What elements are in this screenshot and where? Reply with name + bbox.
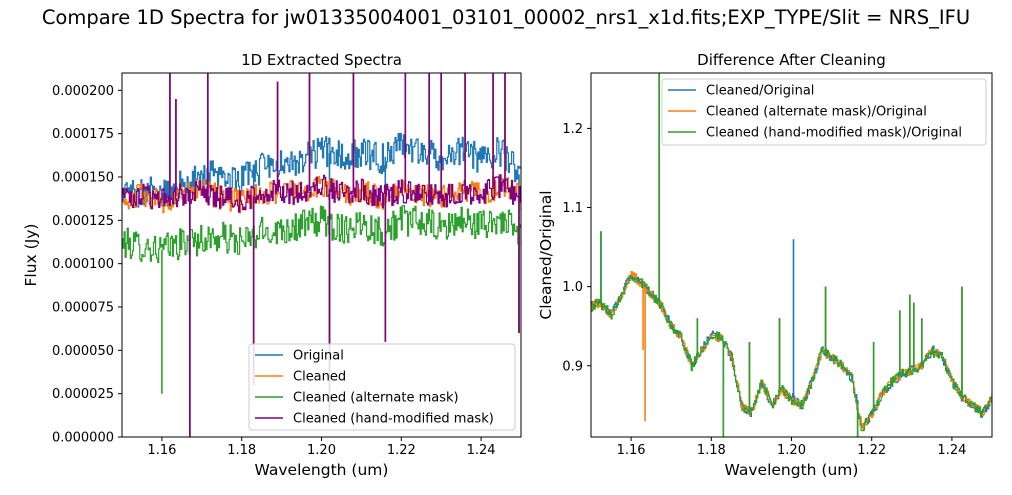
- x-tick-label: 1.16: [617, 443, 646, 458]
- x-tick-label: 1.22: [857, 443, 886, 458]
- legend-label: Cleaned (alternate mask)/Original: [706, 105, 927, 120]
- y-tick-label: 0.000125: [52, 214, 114, 229]
- chart-panel-difference: 1.16 1.18 1.20 1.22 1.24 0.9 1.0 1.1 1.2 Differen…: [537, 51, 993, 479]
- chart-panel-spectra: 1.16 1.18 1.20 1.22 1.24 0.000000 0.000025 0.00…: [22, 51, 522, 479]
- y-axis-label: Flux (Jy): [22, 224, 40, 287]
- legend: Cleaned/Original Cleaned (alternate mask)…: [661, 78, 987, 146]
- x-axis-label: Wavelength (um): [725, 461, 859, 479]
- legend-label: Cleaned/Original: [706, 84, 814, 99]
- y-axis-label: Cleaned/Original: [537, 190, 555, 319]
- x-tick-label: 1.16: [147, 443, 176, 458]
- y-tick-label: 0.000175: [52, 127, 114, 142]
- y-tick-label: 0.000050: [52, 344, 114, 359]
- legend-label: Cleaned (hand-modified mask)/Original: [706, 126, 962, 141]
- x-tick-label: 1.24: [467, 443, 496, 458]
- y-tick-label: 0.000200: [52, 84, 114, 99]
- x-tick-label: 1.18: [227, 443, 256, 458]
- x-tick-label: 1.20: [307, 443, 336, 458]
- legend-label: Cleaned (hand-modified mask): [293, 412, 494, 427]
- y-tick-label: 1.1: [562, 201, 583, 216]
- x-axis-label: Wavelength (um): [255, 461, 389, 479]
- x-tick-label: 1.22: [387, 443, 416, 458]
- y-tick-label: 1.0: [562, 280, 583, 295]
- legend-label: Cleaned: [293, 370, 346, 385]
- series-line-4: [122, 174, 521, 213]
- y-tick-label: 1.2: [562, 122, 583, 137]
- y-tick-label: 0.000075: [52, 301, 114, 316]
- y-tick-label: 0.000150: [52, 171, 114, 186]
- series-line-3: [122, 205, 521, 264]
- x-tick-label: 1.18: [697, 443, 726, 458]
- chart-title: 1D Extracted Spectra: [241, 51, 402, 69]
- y-tick-label: 0.000100: [52, 257, 114, 272]
- legend-label: Original: [293, 349, 344, 364]
- legend: Original Cleaned Cleaned (alternate mask) C…: [248, 343, 516, 431]
- x-tick-label: 1.24: [937, 443, 966, 458]
- x-tick-label: 1.20: [777, 443, 806, 458]
- plot-area: [591, 73, 992, 437]
- figure-title: Compare 1D Spectra for jw01335004001_031…: [41, 6, 971, 29]
- y-tick-label: 0.9: [562, 359, 583, 374]
- y-tick-label: 0.000025: [52, 387, 114, 402]
- chart-title: Difference After Cleaning: [697, 51, 886, 69]
- series-line-3: [591, 275, 992, 432]
- legend-label: Cleaned (alternate mask): [293, 391, 459, 406]
- y-tick-label: 0.000000: [52, 431, 114, 446]
